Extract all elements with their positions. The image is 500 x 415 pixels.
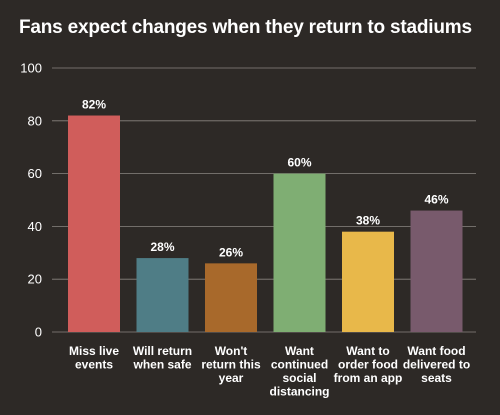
data-label: 82% xyxy=(82,98,106,112)
category-labels: Miss live events Will return when safe Won't… xyxy=(69,344,470,399)
bar xyxy=(342,231,394,332)
x-category-label: Want to order food from an app xyxy=(334,344,403,385)
bar xyxy=(410,210,463,332)
x-category-label: Miss live events xyxy=(69,344,119,372)
bars xyxy=(68,115,463,333)
y-tick-label: 80 xyxy=(28,113,42,128)
bar xyxy=(136,258,189,332)
data-label: 46% xyxy=(424,193,448,207)
data-label: 28% xyxy=(150,240,174,254)
y-tick-label: 20 xyxy=(28,272,42,287)
data-label: 26% xyxy=(219,245,243,259)
data-label: 60% xyxy=(287,156,311,170)
x-category-label: Won't return this year xyxy=(201,344,261,385)
x-category-label: Will return when safe xyxy=(132,344,192,372)
chart-title: Fans expect changes when they return to … xyxy=(19,17,472,38)
data-labels: 82% 28% 26% 60% 38% 46% xyxy=(82,98,449,260)
y-tick-label: 0 xyxy=(35,325,42,340)
data-label: 38% xyxy=(356,214,380,228)
y-tick-label: 40 xyxy=(28,219,42,234)
y-tick-label: 60 xyxy=(28,166,42,181)
gridlines xyxy=(52,67,476,333)
bar xyxy=(68,115,120,333)
x-category-label: Want food delivered to seats xyxy=(403,344,470,385)
x-category-label: Want continued social distancing xyxy=(269,344,329,399)
bar xyxy=(273,173,326,332)
bar xyxy=(205,263,257,332)
y-tick-label: 100 xyxy=(20,61,42,76)
y-axis-ticks: 0 20 40 60 80 100 xyxy=(20,61,42,340)
